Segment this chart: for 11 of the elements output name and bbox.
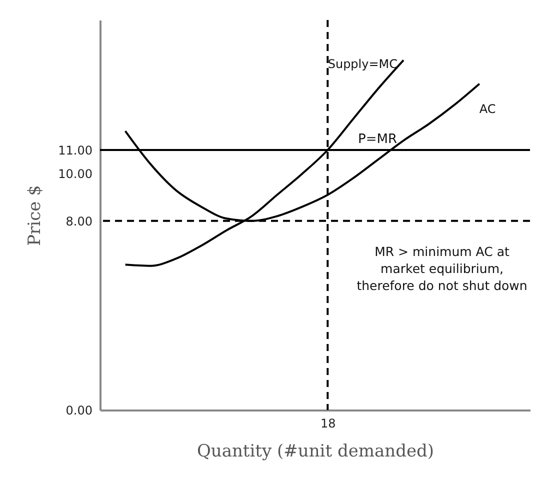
y-tick-label: 8.00 [66,214,92,228]
ref-line-label: P=MR [358,132,397,147]
y-axis-title: Price $ [25,185,46,246]
y-tick-label: 10.00 [58,167,92,182]
series-label: Supply=MC [328,57,398,72]
series-label: AC [479,102,496,116]
x-tick-label: 18 [320,416,336,430]
annotation: MR > minimum AC at market equilibrium, therefore do not shut down [356,244,528,294]
x-axis-title: Quantity (#unit demanded) [196,442,434,462]
y-tick-label: 11.00 [58,144,92,158]
y-tick-label: 0.00 [66,404,92,418]
